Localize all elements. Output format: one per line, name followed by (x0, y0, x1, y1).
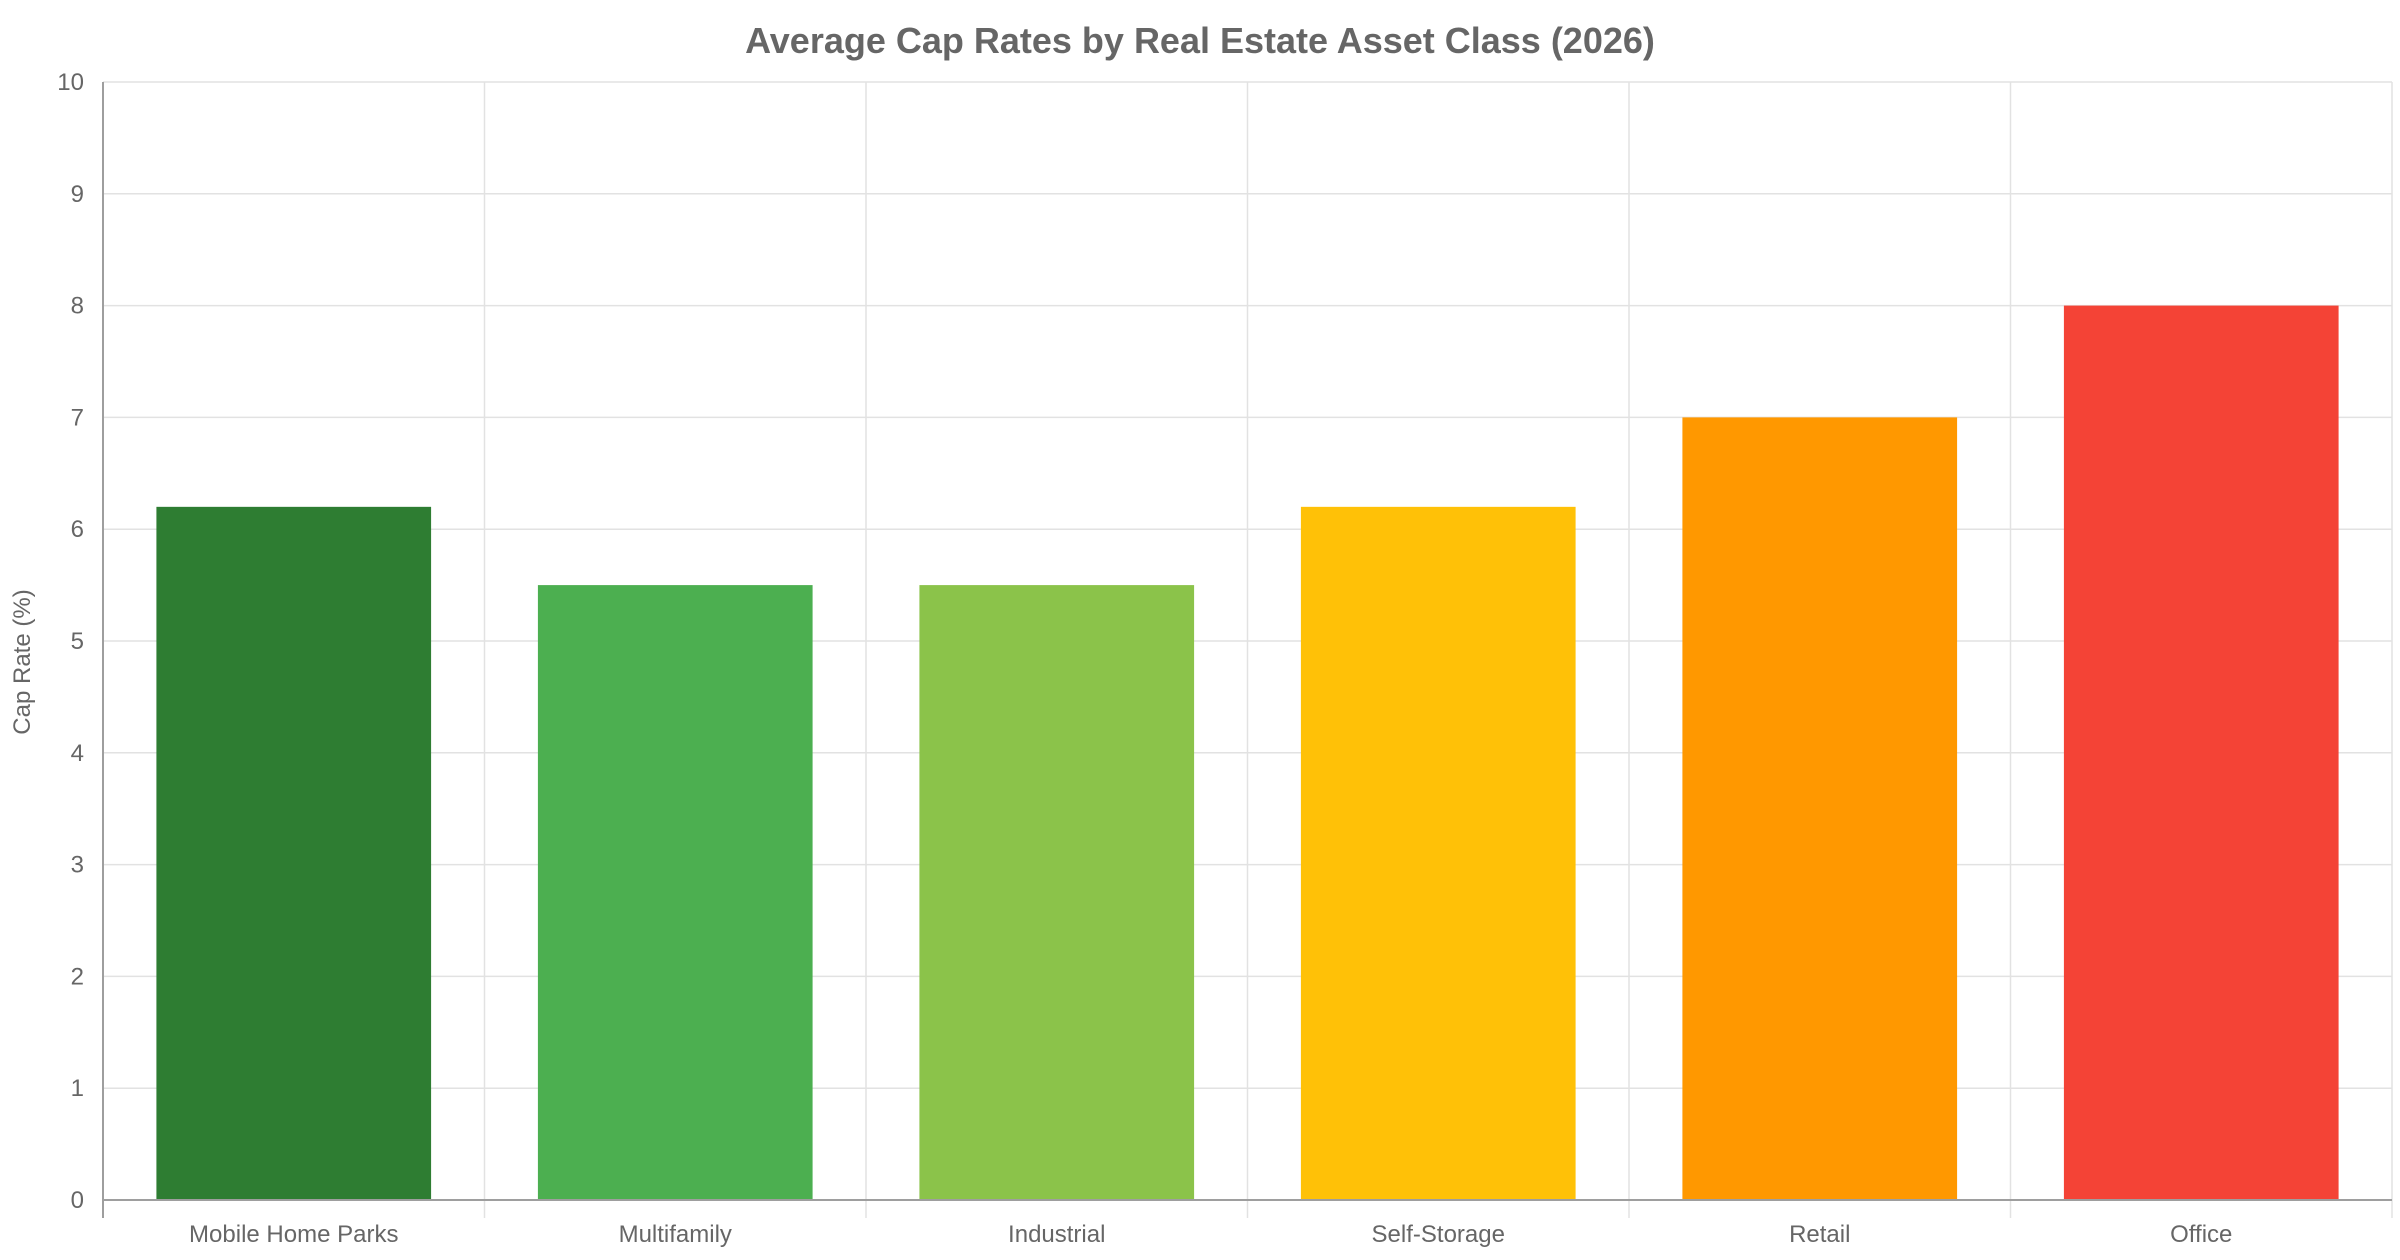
bar-office (2063, 305, 2339, 1201)
bar-retail (1682, 417, 1958, 1200)
y-tick-label: 7 (71, 404, 84, 431)
x-tick-label: Industrial (1008, 1221, 1105, 1248)
y-tick-label: 2 (71, 963, 84, 990)
x-tick-label: Self-Storage (1372, 1221, 1505, 1248)
y-tick-label: 1 (71, 1075, 84, 1102)
bars (156, 305, 2339, 1201)
y-tick-label: 3 (71, 852, 84, 879)
grid-lines (103, 81, 2393, 1218)
bar-mobile-home-parks (156, 506, 432, 1201)
y-tick-label: 5 (71, 628, 84, 655)
y-tick-label: 9 (71, 181, 84, 208)
y-tick-label: 8 (71, 293, 84, 320)
x-tick-label: Retail (1789, 1221, 1850, 1248)
y-tick-label: 0 (71, 1187, 84, 1214)
chart-title: Average Cap Rates by Real Estate Asset C… (745, 20, 1655, 61)
y-tick-label: 4 (71, 740, 84, 767)
x-tick-label: Mobile Home Parks (189, 1221, 398, 1248)
y-tick-label: 6 (71, 516, 84, 543)
y-axis-label: Cap Rate (%) (9, 589, 36, 734)
bar-multifamily (537, 585, 813, 1200)
axes (102, 82, 2392, 1218)
x-tick-label: Multifamily (619, 1221, 732, 1248)
x-tick-labels: Mobile Home Parks Multifamily Industrial Se… (189, 1221, 2232, 1248)
bar-self-storage (1300, 506, 1576, 1201)
bar-industrial (919, 585, 1195, 1200)
y-tick-labels: 0 1 2 3 4 5 6 7 8 9 10 (57, 69, 84, 1214)
x-tick-label: Office (2170, 1221, 2232, 1248)
y-tick-label: 10 (57, 69, 84, 96)
